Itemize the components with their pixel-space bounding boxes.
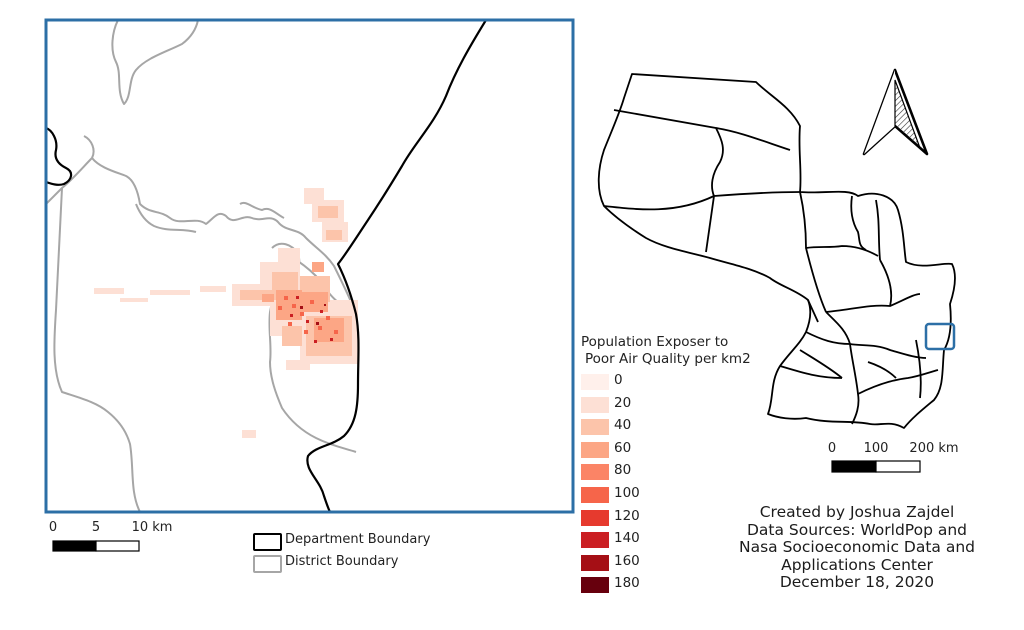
legend-item: 120 (581, 507, 781, 530)
legend-swatch (581, 532, 609, 549)
legend-label: 140 (614, 530, 640, 547)
legend-label: 180 (614, 575, 640, 592)
legend-swatch (581, 396, 609, 413)
legend-label: 120 (614, 507, 640, 524)
legend-swatch (581, 441, 609, 458)
main-scale-label-5: 5 (92, 520, 100, 535)
boundary-legend-department: Department Boundary (253, 530, 473, 552)
legend-item: 80 (581, 461, 781, 484)
legend-item: 0 (581, 371, 781, 394)
legend-swatch (581, 554, 609, 571)
inset-scale-label-100: 100 (864, 441, 889, 456)
main-scale-bar: 0 5 10 km (49, 520, 173, 552)
inset-country-map (597, 73, 956, 429)
department-boundary-swatch (253, 533, 282, 551)
department-boundary-label: Department Boundary (285, 532, 431, 547)
credits-author: Created by Joshua Zajdel (759, 503, 955, 521)
district-boundary-swatch (253, 555, 282, 573)
exposure-legend: Population Exposer to Poor Air Quality p… (581, 334, 781, 597)
legend-label: 40 (614, 417, 632, 434)
main-map-frame (44, 18, 575, 514)
credits-date: December 18, 2020 (779, 573, 935, 591)
north-arrow-icon (862, 68, 929, 156)
district-boundary-label: District Boundary (285, 554, 399, 569)
legend-item: 60 (581, 439, 781, 462)
legend-item: 140 (581, 529, 781, 552)
main-scale-label-0: 0 (49, 520, 57, 535)
legend-swatch (581, 419, 609, 436)
exposure-raster (94, 188, 358, 438)
inset-scale-label-0: 0 (828, 441, 836, 456)
legend-label: 60 (614, 439, 632, 456)
boundary-legend: Department Boundary District Boundary (253, 530, 473, 574)
legend-item: 20 (581, 394, 781, 417)
legend-item: 100 (581, 484, 781, 507)
legend-swatch (581, 464, 609, 481)
legend-swatch (581, 486, 609, 503)
legend-title: Population Exposer to Poor Air Quality p… (581, 334, 781, 368)
legend-items: 0 20 40 60 80 100 120 140 160 180 (581, 371, 781, 597)
main-scale-label-10: 10 km (132, 520, 173, 535)
boundary-legend-district: District Boundary (253, 552, 473, 574)
legend-title-line1: Population Exposer to (581, 334, 729, 350)
legend-item: 160 (581, 552, 781, 575)
legend-swatch (581, 374, 609, 390)
legend-label: 80 (614, 462, 632, 479)
legend-item: 40 (581, 416, 781, 439)
department-boundaries (46, 20, 487, 512)
credits-sources-2: Nasa Socioeconomic Data and (738, 538, 976, 556)
credits-sources-1: Data Sources: WorldPop and (746, 520, 968, 539)
inset-scale-label-200: 200 km (909, 441, 958, 456)
credits-sources-3: Applications Center (781, 555, 933, 574)
legend-label: 100 (614, 484, 640, 501)
legend-swatch (581, 577, 609, 594)
study-area-highlight (924, 322, 956, 351)
legend-swatch (581, 509, 609, 526)
main-map (46, 20, 573, 512)
legend-label: 160 (614, 552, 640, 569)
inset-scale-bar: 0 100 200 km (828, 441, 959, 473)
legend-title-line2: Poor Air Quality per km2 (585, 351, 751, 367)
legend-item: 180 (581, 574, 781, 597)
map-credits: Created by Joshua Zajdel Data Sources: W… (722, 503, 992, 592)
legend-label: 0 (614, 372, 623, 388)
legend-label: 20 (614, 394, 632, 411)
